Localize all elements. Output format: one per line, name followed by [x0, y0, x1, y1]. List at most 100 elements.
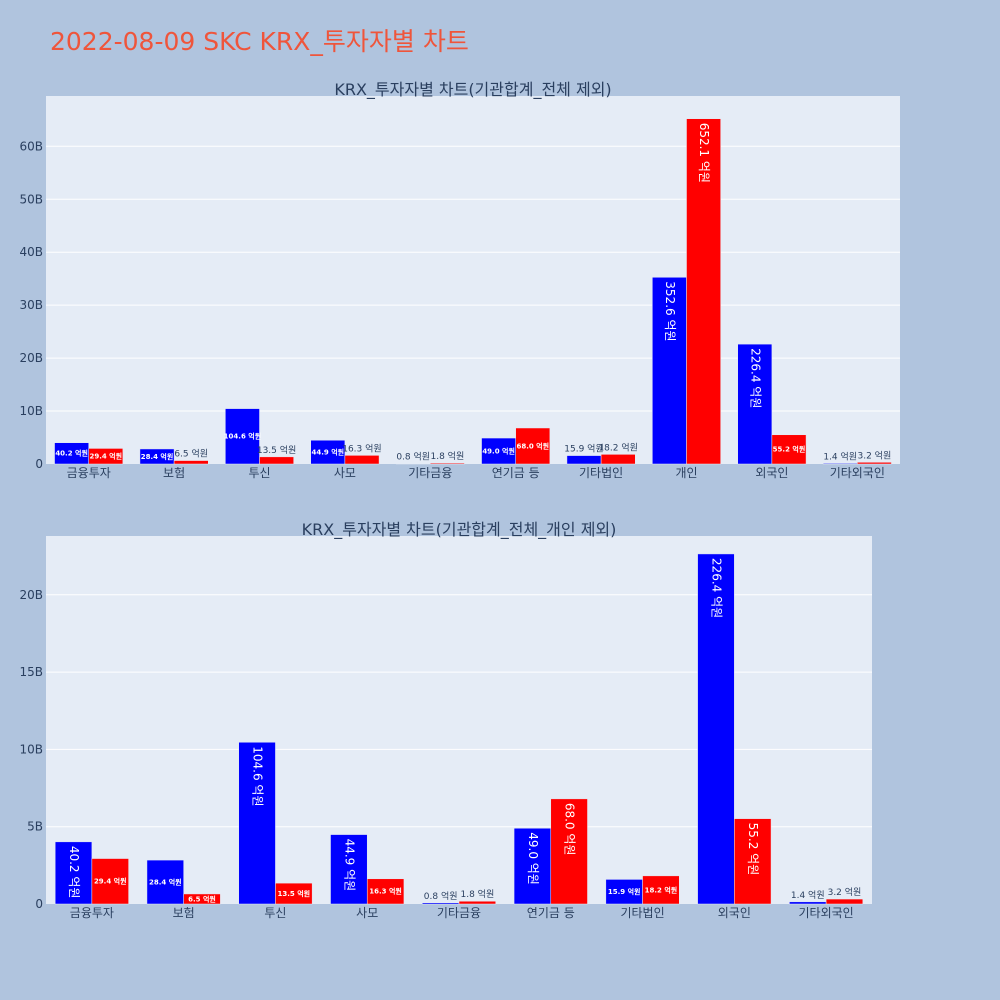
data-label: 49.0 억원 [526, 832, 540, 885]
x-tick-label: 금융투자 [67, 466, 111, 480]
data-label: 28.4 억원 [141, 452, 174, 461]
chart-bottom: 0 5B 10B 15B 20B KRX_투자자별 차트(기관합계_전체_개인 제외) 금융… [19, 520, 872, 920]
bar [515, 427, 551, 465]
data-label: 0.8 억원 [396, 451, 430, 463]
y-tick-label: 40B [19, 245, 43, 259]
y-tick-label: 5B [27, 820, 43, 834]
x-tick-label: 연기금 등 [492, 466, 540, 480]
data-label: 15.9 억원 [608, 887, 641, 896]
chart-top: 0 10B 20B 30B 40B 50B 60B KRX_투자자별 차트(기관합계_전체 제… [19, 80, 900, 480]
data-label: 104.6 억원 [224, 432, 261, 441]
bar [566, 455, 602, 465]
data-label: 652.1 억원 [697, 123, 711, 183]
bar [238, 742, 276, 905]
y-tick-label: 20B [19, 351, 43, 365]
bar [734, 818, 772, 905]
x-tick-label: 연기금 등 [527, 906, 575, 920]
x-tick-label: 투신 [264, 906, 286, 920]
bar [225, 408, 260, 465]
data-label: 0.8 억원 [424, 890, 458, 902]
data-label: 29.4 억원 [89, 452, 122, 461]
data-label: 1.4 억원 [791, 889, 825, 901]
bar [88, 448, 124, 465]
bar [822, 463, 858, 465]
y-tick-label: 0 [35, 457, 43, 471]
x-tick-label: 투신 [248, 466, 270, 480]
x-tick-label: 기타법인 [620, 906, 664, 920]
bar [513, 827, 552, 905]
data-label: 226.4 억원 [709, 558, 723, 618]
bar [259, 456, 294, 465]
data-label: 6.5 억원 [174, 448, 208, 460]
x-tick-label: 보험 [163, 466, 185, 480]
data-label: 55.2 억원 [746, 823, 760, 876]
bar [789, 901, 827, 905]
data-label: 16.3 억원 [369, 887, 402, 896]
data-label: 1.8 억원 [460, 888, 494, 900]
data-label: 49.0 억원 [482, 446, 515, 455]
bar [697, 553, 735, 905]
bar [395, 463, 431, 465]
bar [275, 882, 313, 905]
bar [422, 902, 460, 905]
bar [366, 878, 405, 905]
data-label: 18.2 억원 [645, 885, 678, 894]
y-tick-label: 15B [19, 665, 43, 679]
x-tick-label: 기타법인 [579, 466, 623, 480]
bar [458, 900, 496, 905]
y-tick-label: 20B [19, 588, 43, 602]
x-tick-label: 개인 [675, 466, 697, 480]
data-label: 104.6 억원 [251, 746, 265, 806]
data-label: 13.5 억원 [257, 444, 296, 456]
data-label: 3.2 억원 [858, 449, 892, 461]
x-tick-label: 기타금융 [408, 466, 452, 480]
x-tick-label: 외국인 [755, 466, 788, 480]
bar [173, 460, 209, 465]
bar [686, 118, 721, 465]
x-tick-label: 사모 [356, 906, 378, 920]
x-tick-label: 보험 [173, 906, 195, 920]
data-label: 29.4 억원 [94, 877, 127, 886]
bar [344, 455, 380, 465]
x-tick-label: 사모 [334, 466, 356, 480]
data-label: 13.5 억원 [278, 889, 311, 898]
y-tick-label: 10B [19, 404, 43, 418]
bar [550, 798, 588, 905]
bar [481, 437, 516, 465]
data-label: 55.2 억원 [773, 445, 806, 454]
chart-title: KRX_투자자별 차트(기관합계_전체_개인 제외) [302, 520, 617, 540]
bar [737, 343, 773, 465]
data-label: 18.2 억원 [598, 441, 637, 453]
bar [91, 858, 129, 905]
data-label: 1.4 억원 [823, 450, 857, 462]
data-label: 6.5 억원 [188, 894, 216, 903]
bar [600, 454, 636, 465]
data-label: 44.9 억원 [342, 839, 356, 892]
y-tick-label: 30B [19, 298, 43, 312]
data-label: 16.3 억원 [342, 442, 381, 454]
bar [54, 841, 93, 905]
bar [857, 462, 892, 465]
x-tick-label: 기타외국인 [830, 466, 885, 480]
bar [652, 277, 687, 465]
bar [146, 859, 184, 905]
data-label: 28.4 억원 [149, 877, 182, 886]
data-label: 40.2 억원 [67, 846, 81, 899]
y-tick-label: 50B [19, 192, 43, 206]
data-label: 40.2 억원 [55, 449, 88, 458]
page-title: 2022-08-09 SKC KRX_투자자별 차트 [50, 27, 469, 56]
data-label: 44.9 억원 [312, 447, 345, 456]
data-label: 3.2 억원 [828, 886, 862, 898]
y-tick-label: 60B [19, 139, 43, 153]
bar [771, 434, 807, 465]
data-label: 68.0 억원 [563, 803, 577, 856]
data-label: 226.4 억원 [748, 348, 762, 408]
data-label: 15.9 억원 [564, 443, 603, 455]
bar [430, 462, 465, 465]
x-tick-label: 기타외국인 [799, 906, 854, 920]
x-tick-label: 기타금융 [437, 906, 481, 920]
data-label: 1.8 억원 [431, 450, 465, 462]
bar [330, 834, 368, 905]
data-label: 352.6 억원 [663, 281, 677, 341]
